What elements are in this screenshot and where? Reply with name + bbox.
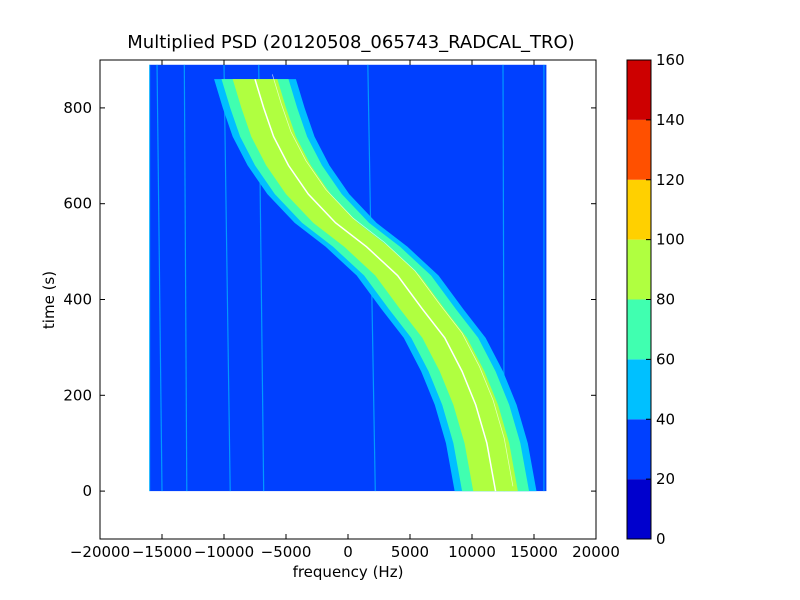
colorbar: 0 20 40 60 80 100 120 140 160 <box>626 51 685 548</box>
y-axis-label: time (s) <box>40 271 58 329</box>
x-tick-label: −5000 <box>261 543 312 561</box>
colorbar-segment <box>627 299 651 360</box>
x-axis-label: frequency (Hz) <box>293 563 404 581</box>
spur-line-2 <box>183 64 188 492</box>
y-tick-label: 800 <box>63 99 92 117</box>
colorbar-tick-label: 0 <box>656 530 666 548</box>
x-axis: −20000 −15000 −10000 −5000 0 5000 10000 15000 20… <box>70 60 620 561</box>
heatmap-layer <box>149 64 547 492</box>
y-axis: 0 200 400 600 800 <box>63 99 596 500</box>
colorbar-tick-label: 140 <box>656 111 685 129</box>
trace-secondary-line <box>272 74 514 487</box>
y-tick-label: 600 <box>63 195 92 213</box>
trace-center-line <box>254 78 497 492</box>
colorbar-segment <box>627 239 651 300</box>
colorbar-segment <box>627 359 651 420</box>
colorbar-segment <box>627 479 651 539</box>
x-tick-label: −10000 <box>194 543 254 561</box>
x-tick-label: −15000 <box>132 543 192 561</box>
x-tick-label: 0 <box>343 543 353 561</box>
y-tick-label: 0 <box>82 482 92 500</box>
colorbar-tick-label: 120 <box>656 171 685 189</box>
spur-line-1 <box>156 64 163 492</box>
colorbar-tick-label: 60 <box>656 350 675 368</box>
y-tick-label: 200 <box>63 386 92 404</box>
colorbar-tick-label: 100 <box>656 231 685 249</box>
colorbar-segment <box>627 419 651 480</box>
chart-title: Multiplied PSD (20120508_065743_RADCAL_T… <box>127 32 574 53</box>
x-tick-label: 20000 <box>572 543 620 561</box>
y-tick-label: 400 <box>63 291 92 309</box>
colorbar-segment <box>627 60 651 120</box>
colorbar-tick-label: 80 <box>656 291 675 309</box>
x-tick-label: 15000 <box>510 543 558 561</box>
spur-line-3 <box>223 64 231 492</box>
colorbar-tick-label: 20 <box>656 470 675 488</box>
colorbar-tick-label: 160 <box>656 51 685 69</box>
x-tick-label: −20000 <box>70 543 130 561</box>
x-tick-label: 10000 <box>448 543 496 561</box>
colorbar-tick-label: 40 <box>656 410 675 428</box>
trace-band-inner <box>232 79 518 492</box>
colorbar-segment <box>627 119 651 180</box>
colorbar-segment <box>627 179 651 240</box>
x-tick-label: 5000 <box>391 543 429 561</box>
plot-area: −20000 −15000 −10000 −5000 0 5000 10000 15000 20… <box>63 59 620 561</box>
